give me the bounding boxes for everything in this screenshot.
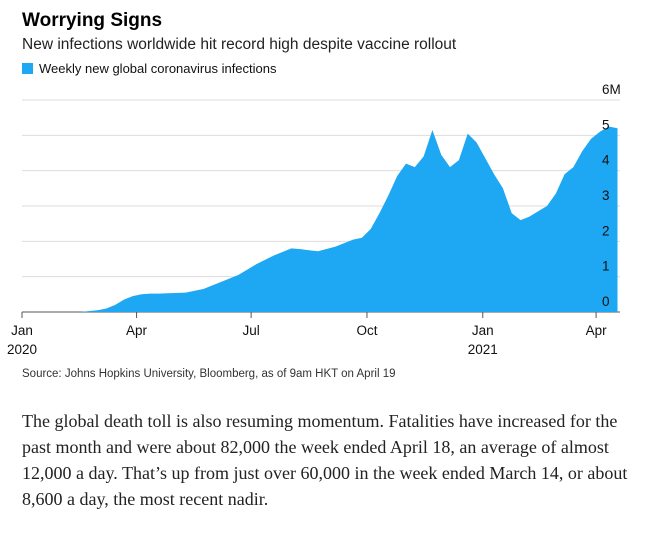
y-tick-label: 1: [602, 259, 610, 274]
area-chart: 6M 5 4 3 2 1 0 Jan 2020 Apr Jul Oct Jan 2021 Apr: [7, 82, 621, 357]
chart-title: Worrying Signs: [22, 10, 163, 31]
source-note: Source: Johns Hopkins University, Bloomb…: [22, 368, 396, 380]
legend-swatch: [22, 63, 33, 74]
legend-label: Weekly new global coronavirus infections: [39, 61, 277, 76]
x-axis-ticks: Jan 2020 Apr Jul Oct Jan 2021 Apr: [7, 312, 607, 357]
y-tick-label: 6M: [602, 82, 621, 97]
chart-subtitle: New infections worldwide hit record high…: [22, 36, 457, 53]
x-tick-year-label: 2021: [468, 342, 498, 357]
chart-legend: Weekly new global coronavirus infections: [22, 61, 277, 76]
article-paragraph: The global death toll is also resuming m…: [22, 411, 628, 509]
y-axis-ticks: 6M 5 4 3 2 1 0: [602, 82, 621, 309]
x-tick-label: Jan: [11, 323, 33, 338]
y-tick-label: 4: [602, 153, 610, 168]
x-tick-year-label: 2020: [7, 342, 37, 357]
area-series: [27, 126, 618, 312]
x-tick-label: Jul: [242, 323, 259, 338]
x-tick-label: Apr: [126, 323, 148, 338]
y-tick-label: 0: [602, 294, 610, 309]
y-tick-label: 3: [602, 188, 610, 203]
x-tick-label: Oct: [356, 323, 377, 338]
x-tick-label: Jan: [472, 323, 494, 338]
y-tick-label: 5: [602, 117, 610, 132]
area-layer: [27, 126, 618, 312]
y-tick-label: 2: [602, 223, 610, 238]
x-tick-label: Apr: [586, 323, 608, 338]
